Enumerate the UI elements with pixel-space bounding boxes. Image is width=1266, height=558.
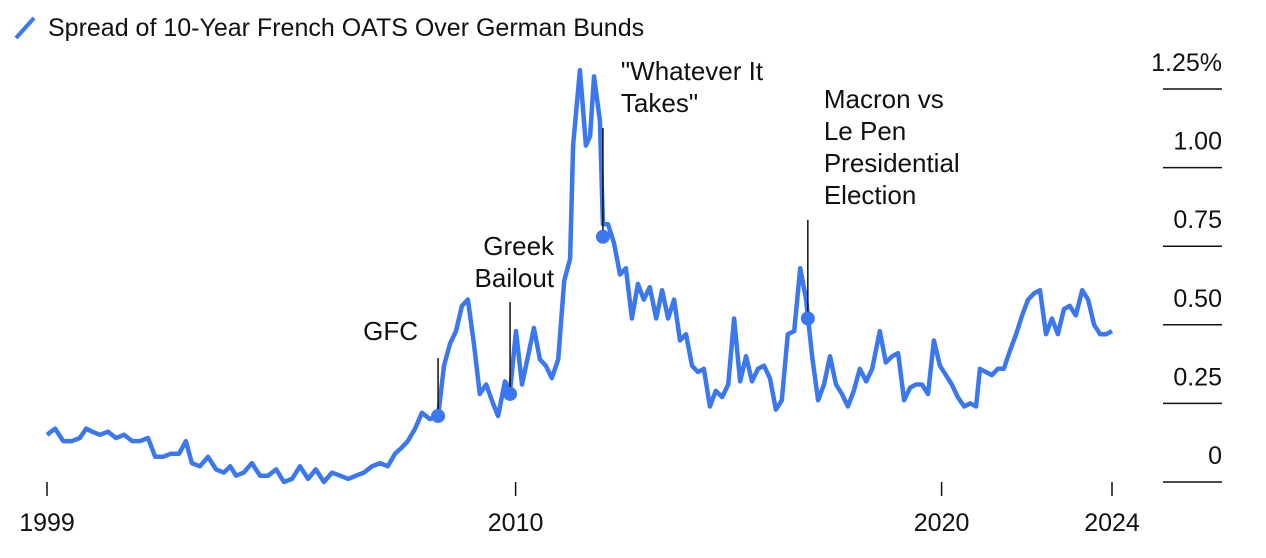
annotation-text: Le Pen bbox=[824, 116, 906, 146]
annotation-text: Bailout bbox=[475, 263, 555, 293]
annotation-marker bbox=[800, 311, 815, 326]
x-tick-label: 2010 bbox=[488, 509, 544, 537]
y-tick-label: 0.25 bbox=[1173, 363, 1222, 391]
y-tick-label: 1.00 bbox=[1173, 128, 1222, 156]
annotation-text: Greek bbox=[483, 231, 555, 261]
legend-swatch bbox=[14, 16, 36, 40]
annotation-text: Election bbox=[824, 180, 917, 210]
data-line bbox=[45, 67, 1114, 485]
annotation-text: Takes" bbox=[621, 88, 698, 118]
y-tick-label: 0.75 bbox=[1173, 206, 1222, 234]
y-tick-label: 0 bbox=[1208, 442, 1222, 470]
annotation-marker bbox=[595, 229, 610, 244]
annotation-text: "Whatever It bbox=[621, 56, 764, 86]
annotation-marker bbox=[503, 386, 518, 401]
legend-label: Spread of 10-Year French OATS Over Germa… bbox=[48, 14, 644, 42]
annotation-text: Presidential bbox=[824, 148, 960, 178]
x-tick-label: 1999 bbox=[19, 509, 75, 537]
annotation-text: GFC bbox=[363, 316, 418, 346]
y-tick-label: 1.25% bbox=[1151, 49, 1222, 77]
annotation-marker bbox=[431, 408, 446, 423]
annotation-text: Macron vs bbox=[824, 84, 944, 114]
x-tick-label: 2020 bbox=[914, 509, 970, 537]
y-tick-label: 0.50 bbox=[1173, 285, 1222, 313]
x-tick-label: 2024 bbox=[1084, 509, 1140, 537]
